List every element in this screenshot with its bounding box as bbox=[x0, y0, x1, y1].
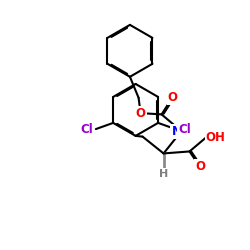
Text: H: H bbox=[159, 169, 168, 179]
Text: O: O bbox=[168, 90, 178, 104]
Text: NH: NH bbox=[172, 125, 191, 138]
Text: O: O bbox=[136, 107, 145, 120]
Text: OH: OH bbox=[206, 131, 226, 144]
Text: Cl: Cl bbox=[178, 122, 191, 136]
Text: O: O bbox=[195, 160, 205, 173]
Text: Cl: Cl bbox=[80, 122, 93, 136]
